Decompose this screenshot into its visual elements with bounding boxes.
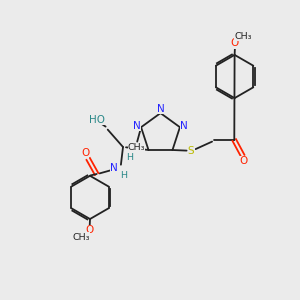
- Text: CH₃: CH₃: [73, 232, 90, 242]
- Text: O: O: [81, 148, 89, 158]
- Text: N: N: [157, 104, 164, 114]
- Text: CH₃: CH₃: [234, 32, 252, 41]
- Text: N: N: [133, 121, 141, 131]
- Text: CH₃: CH₃: [128, 143, 145, 152]
- Text: O: O: [85, 225, 94, 236]
- Text: S: S: [188, 146, 194, 156]
- Text: H: H: [120, 171, 127, 180]
- Text: HO: HO: [89, 115, 105, 125]
- Text: H: H: [126, 153, 133, 162]
- Text: N: N: [110, 163, 118, 173]
- Text: N: N: [180, 121, 188, 131]
- Text: O: O: [239, 156, 248, 166]
- Text: O: O: [231, 38, 239, 49]
